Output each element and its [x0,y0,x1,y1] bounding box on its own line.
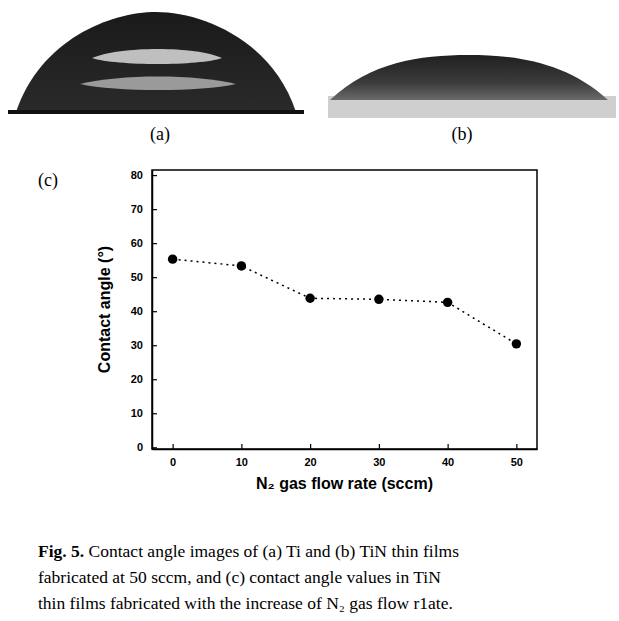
data-point [443,298,452,307]
caption-text: fabricated at 50 sccm, and (c) contact a… [38,567,441,587]
tick: 40 [442,444,454,468]
tick-mark [310,444,311,449]
droplet-highlight [80,77,236,91]
tick: 0 [170,444,176,468]
tick-label: 50 [131,271,143,283]
tick: 10 [131,407,157,419]
tick-mark [173,444,174,449]
tick: 30 [373,444,385,468]
tick-label: 0 [170,456,176,468]
tick-label: 40 [442,456,454,468]
tick: 30 [131,339,157,351]
tick: 20 [131,373,157,385]
tick: 80 [131,169,157,181]
panel-label: (b) [452,124,473,145]
caption-line: Fig. 5. Contact angle images of (a) Ti a… [38,541,459,561]
tick-label: 80 [131,169,143,181]
tick-label: 0 [137,441,143,453]
tick-mark [152,175,157,176]
data-point [374,295,383,304]
tick-label: 30 [131,339,143,351]
axis-line [152,171,154,450]
tick-label: 30 [373,456,385,468]
tick-label: 20 [131,373,143,385]
tick-mark [379,444,380,449]
panel-label: (c) [38,170,58,191]
tick-label: 50 [511,456,523,468]
tick-mark [152,209,157,210]
tick-mark [152,345,157,346]
caption-label: Fig. 5. [38,541,84,561]
data-point [305,294,314,303]
tick-label: 40 [131,305,143,317]
droplet-highlight [92,49,222,64]
tick: 60 [131,237,157,249]
tick: 50 [511,444,523,468]
tick-mark [241,444,242,449]
tick: 10 [236,444,248,468]
tick-label: 70 [131,203,143,215]
tick-mark [152,413,157,414]
tick-mark [152,379,157,380]
y-axis: 0 10 20 30 40 50 60 70 80 [131,169,157,453]
tick-label: 20 [305,456,317,468]
tick: 40 [131,305,157,317]
caption-line: thin films fabricated with the increase … [38,593,453,613]
plot-frame [152,170,537,449]
caption-text: thin films fabricated with the increase … [38,593,453,613]
tick-mark [448,444,449,449]
droplet [16,12,296,112]
axis-line [153,449,538,451]
caption-line: fabricated at 50 sccm, and (c) contact a… [38,567,441,587]
substrate [8,110,304,114]
tick: 0 [137,441,157,453]
caption: Fig. 5. Contact angle images of (a) Ti a… [38,541,459,613]
tick-label: 60 [131,237,143,249]
tick-label: 10 [131,407,143,419]
droplet [330,55,608,100]
tick: 70 [131,203,157,215]
caption-text: Contact angle images of (a) Ti and (b) T… [84,541,459,561]
tick: 50 [131,271,157,283]
data-point [512,339,521,348]
tick-mark [152,277,157,278]
x-axis: 0 10 20 30 40 50 [153,444,538,468]
droplet-image-a [8,12,304,114]
panel-label: (a) [150,124,170,145]
data-point [168,254,177,263]
tick-mark [152,447,157,448]
x-axis-title: N₂ gas flow rate (sccm) [256,475,433,492]
tick-mark [516,444,517,449]
y-axis-title: Contact angle (°) [96,246,113,373]
tick-mark [152,243,157,244]
tick: 20 [305,444,317,468]
data-point [237,261,246,270]
droplet-image-b [328,55,616,118]
data-line [173,259,517,344]
plot-area [168,254,521,348]
tick-mark [152,311,157,312]
tick-label: 10 [236,456,248,468]
